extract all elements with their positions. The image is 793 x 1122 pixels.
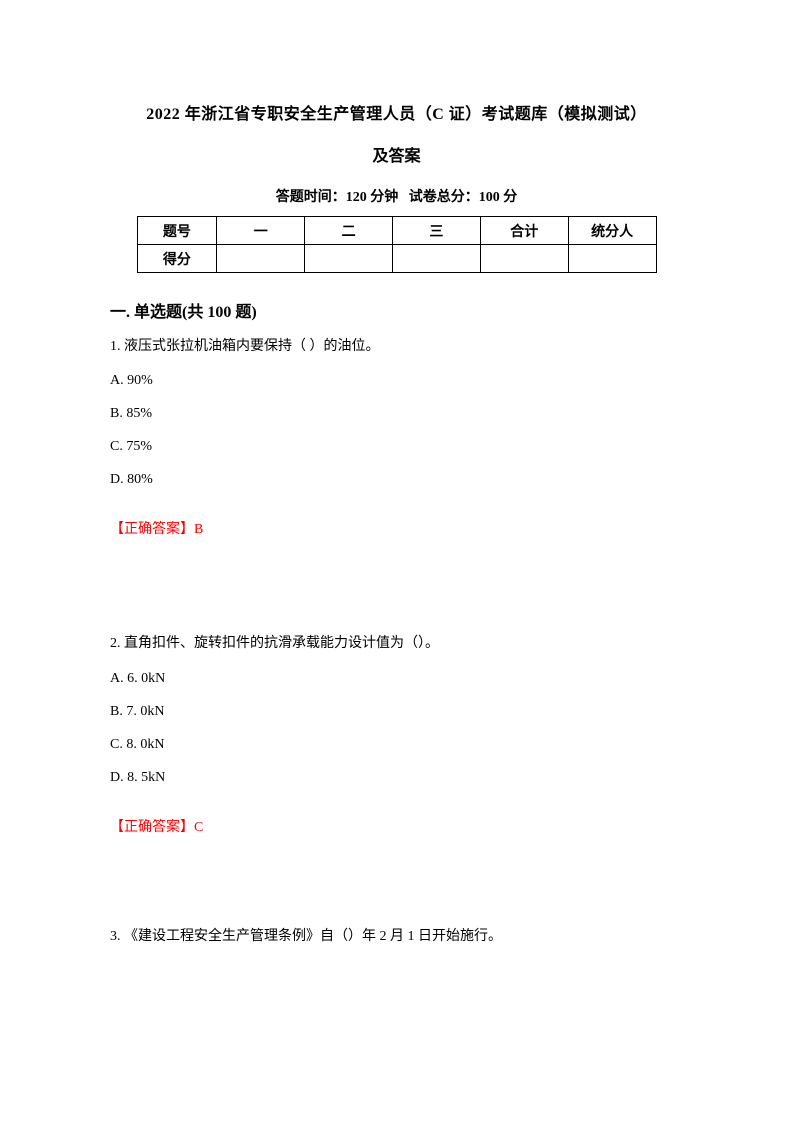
table-header: 三	[393, 217, 481, 245]
question-1-option-c: C. 75%	[110, 436, 683, 457]
document-title-line1: 2022 年浙江省专职安全生产管理人员（C 证）考试题库（模拟测试）	[110, 100, 683, 124]
section-title: 一. 单选题(共 100 题)	[110, 298, 683, 322]
exam-info: 答题时间：120 分钟 试卷总分：100 分	[110, 186, 683, 206]
question-3-text: 3. 《建设工程安全生产管理条例》自（）年 2 月 1 日开始施行。	[110, 926, 683, 948]
document-title-line2: 及答案	[110, 142, 683, 166]
time-label: 答题时间：	[276, 190, 346, 205]
table-cell	[217, 245, 305, 273]
question-1-answer: 【正确答案】B	[110, 518, 683, 538]
table-header-row: 题号 一 二 三 合计 统分人	[137, 217, 656, 245]
question-1-option-d: D. 80%	[110, 469, 683, 490]
answer-value: C	[194, 820, 203, 835]
table-cell	[568, 245, 656, 273]
table-cell	[305, 245, 393, 273]
time-value: 120 分钟	[346, 190, 399, 205]
question-1-option-b: B. 85%	[110, 403, 683, 424]
table-cell	[393, 245, 481, 273]
answer-label: 【正确答案】	[110, 522, 194, 537]
table-cell: 得分	[137, 245, 217, 273]
question-2-option-a: A. 6. 0kN	[110, 668, 683, 689]
question-2-option-c: C. 8. 0kN	[110, 734, 683, 755]
question-2-text: 2. 直角扣件、旋转扣件的抗滑承载能力设计值为（）。	[110, 633, 683, 655]
total-value: 100 分	[479, 190, 518, 205]
table-header: 题号	[137, 217, 217, 245]
table-cell	[480, 245, 568, 273]
table-header: 二	[305, 217, 393, 245]
table-header: 合计	[480, 217, 568, 245]
question-2-answer: 【正确答案】C	[110, 816, 683, 836]
table-header: 一	[217, 217, 305, 245]
table-row: 得分	[137, 245, 656, 273]
question-1-option-a: A. 90%	[110, 370, 683, 391]
answer-value: B	[194, 522, 203, 537]
total-label: 试卷总分：	[409, 190, 479, 205]
question-2-option-d: D. 8. 5kN	[110, 767, 683, 788]
score-table: 题号 一 二 三 合计 统分人 得分	[137, 216, 657, 273]
question-1-text: 1. 液压式张拉机油箱内要保持（ ）的油位。	[110, 336, 683, 358]
table-header: 统分人	[568, 217, 656, 245]
question-2-option-b: B. 7. 0kN	[110, 701, 683, 722]
answer-label: 【正确答案】	[110, 820, 194, 835]
